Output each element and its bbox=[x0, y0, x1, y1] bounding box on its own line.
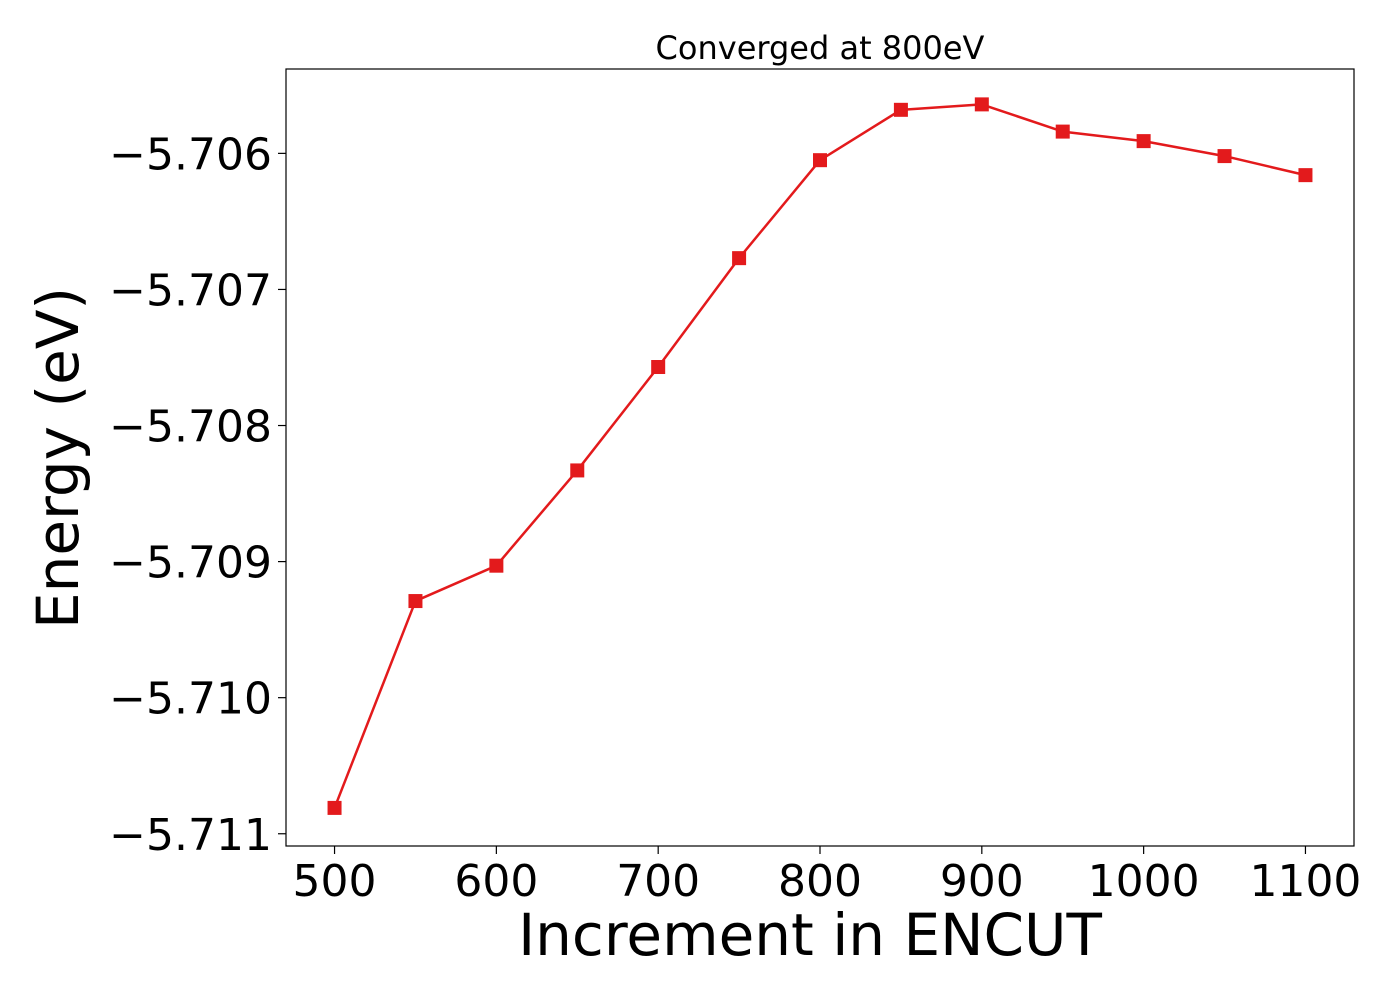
x-tick-label: 500 bbox=[293, 856, 377, 907]
data-point bbox=[813, 153, 827, 168]
data-point bbox=[974, 97, 989, 112]
x-tick-label: 1000 bbox=[1088, 856, 1200, 907]
data-point bbox=[489, 558, 504, 573]
y-tick-label: −5.711 bbox=[109, 810, 272, 861]
data-point bbox=[1298, 168, 1313, 183]
y-tick-label: −5.710 bbox=[109, 674, 272, 725]
series-line bbox=[333, 103, 1306, 809]
data-point bbox=[1055, 124, 1070, 139]
plot-frame bbox=[285, 68, 1355, 847]
y-ticks: −5.711 −5.710 −5.709 −5.708 −5.707 −5.706 bbox=[109, 129, 286, 861]
x-tick-label: 600 bbox=[454, 856, 538, 907]
data-point bbox=[893, 102, 908, 117]
data-point bbox=[732, 251, 747, 266]
data-point bbox=[1136, 134, 1151, 149]
y-tick-label: −5.706 bbox=[109, 129, 272, 180]
data-point bbox=[327, 800, 342, 815]
series-layer bbox=[327, 97, 1313, 815]
data-point bbox=[408, 594, 423, 609]
x-tick-label: 1100 bbox=[1249, 856, 1361, 907]
x-tick-label: 900 bbox=[940, 856, 1024, 907]
y-tick-label: −5.708 bbox=[109, 402, 272, 453]
chart-title: Converged at 800eV bbox=[656, 29, 985, 67]
x-ticks: 500 600 700 800 900 1000 1100 bbox=[293, 846, 1361, 907]
x-tick-label: 800 bbox=[778, 856, 862, 907]
y-tick-label: −5.709 bbox=[109, 538, 272, 589]
x-tick-label: 700 bbox=[616, 856, 700, 907]
data-point bbox=[651, 360, 666, 375]
y-axis-label: Energy (eV) bbox=[24, 287, 92, 629]
data-point bbox=[1217, 149, 1232, 164]
x-axis-label: Increment in ENCUT bbox=[518, 901, 1102, 969]
y-tick-label: −5.707 bbox=[109, 265, 272, 316]
data-point bbox=[570, 463, 585, 478]
